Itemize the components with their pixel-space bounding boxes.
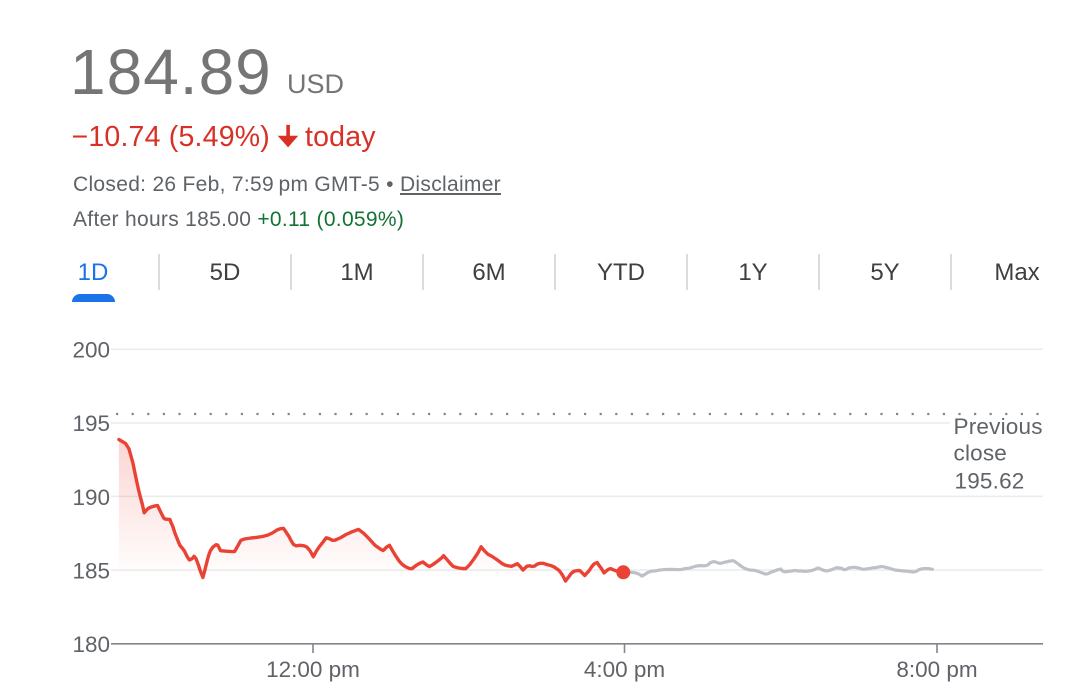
svg-text:Previous: Previous bbox=[954, 414, 1043, 439]
svg-text:8:00 pm: 8:00 pm bbox=[896, 657, 977, 682]
svg-text:195: 195 bbox=[72, 411, 110, 436]
svg-text:200: 200 bbox=[72, 338, 110, 363]
svg-text:190: 190 bbox=[72, 485, 110, 510]
svg-text:195.62: 195.62 bbox=[955, 469, 1025, 494]
svg-text:185: 185 bbox=[72, 558, 110, 583]
svg-text:close: close bbox=[954, 440, 1008, 465]
svg-text:180: 180 bbox=[72, 632, 110, 657]
svg-text:12:00 pm: 12:00 pm bbox=[266, 657, 360, 682]
svg-text:4:00 pm: 4:00 pm bbox=[584, 657, 665, 682]
